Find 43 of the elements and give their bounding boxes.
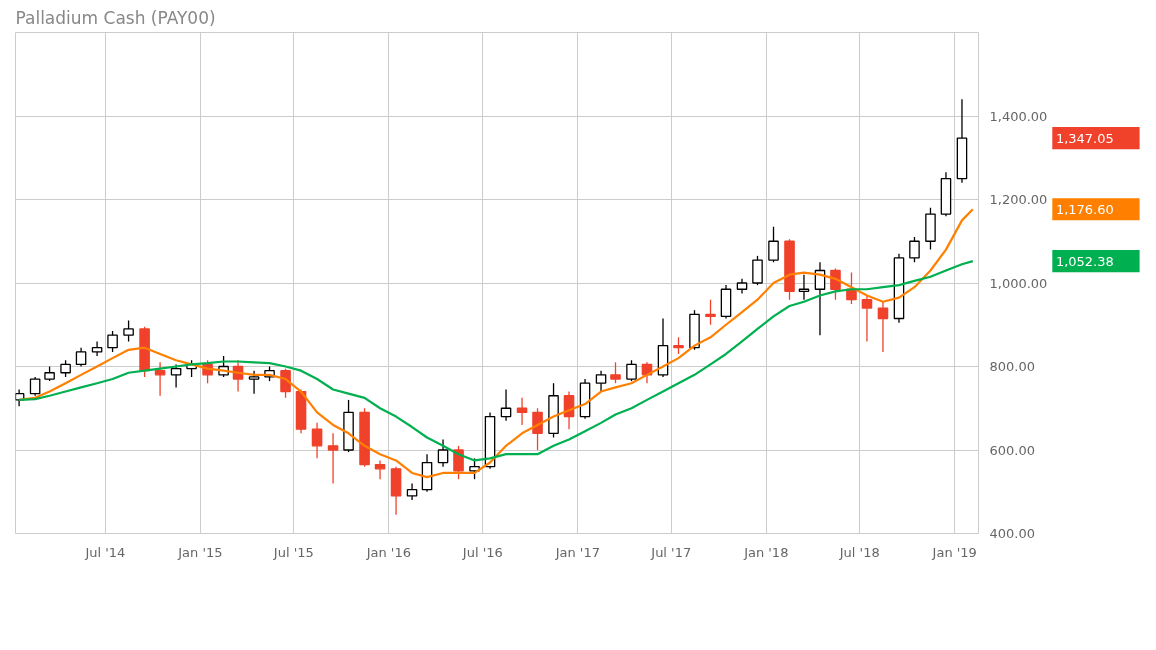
x-tick-label: Jan '19: [931, 544, 977, 560]
x-tick-label: Jul '17: [650, 544, 692, 560]
candlestick: [595, 370, 607, 393]
candlestick: [830, 267, 841, 301]
chart-title: Palladium Cash (PAY00): [15, 7, 216, 28]
candlestick: [437, 438, 449, 468]
candlestick: [91, 340, 103, 357]
x-tick-label: Jan '16: [365, 544, 411, 560]
x-tick-label: Jan '15: [177, 544, 223, 560]
candlestick: [248, 370, 260, 395]
candlestick: [123, 319, 134, 343]
x-tick-label: Jul '16: [461, 544, 503, 560]
candlestick: [610, 361, 621, 384]
x-tick-label: Jul '18: [838, 544, 880, 560]
x-tick-label: Jan '17: [554, 544, 600, 560]
candlestick: [311, 422, 323, 459]
candlestick: [532, 407, 543, 451]
candlestick: [154, 361, 166, 397]
candlestick: [327, 432, 339, 485]
candlestick: [453, 445, 464, 480]
candlestick: [752, 255, 763, 286]
candlestick: [626, 359, 637, 382]
candlestick: [877, 301, 889, 353]
y-tick-label: 1,200.00: [989, 192, 1048, 207]
candlestick: [469, 457, 480, 480]
y-tick-label: 1,000.00: [989, 275, 1048, 291]
text: 1,176.60: [1055, 201, 1114, 217]
y-tick-label: 1,400.00: [989, 108, 1048, 124]
y-tick-label: 800.00: [989, 359, 1035, 374]
y-tick-label: 600.00: [989, 442, 1035, 458]
candlestick: [861, 294, 873, 343]
candlestick: [75, 347, 87, 368]
x-tick-label: Jul '14: [84, 544, 126, 560]
text: 1,052.38: [1055, 253, 1114, 269]
y-tick-label: 400.00: [989, 526, 1035, 541]
candlestick: [107, 330, 118, 353]
candlestick: [768, 225, 779, 263]
x-tick-label: Jul '15: [272, 544, 314, 560]
candlestick: [29, 376, 41, 397]
text: 1,347.05: [1055, 130, 1114, 146]
candlestick: [909, 236, 920, 263]
x-tick-label: Jan '18: [743, 544, 789, 560]
candlestick: [705, 299, 716, 326]
